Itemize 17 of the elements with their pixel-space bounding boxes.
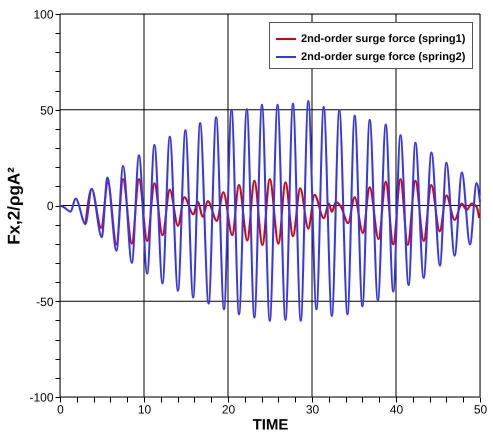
x-axis-title: TIME [252,416,288,434]
y-tick-label: 50 [40,103,54,118]
legend-label: 2nd-order surge force (spring2) [301,51,466,63]
y-tick-label: -50 [36,294,54,309]
line-series [59,100,481,322]
x-tick-label: 0 [57,402,64,416]
y-tick-label: 0 [46,199,54,213]
x-tick-label: 50 [474,402,488,416]
x-tick-label: 40 [390,402,404,416]
line-series [84,178,480,246]
y-axis-title: Fx,2/ρgA² [4,166,24,245]
x-tick-label: 20 [222,402,236,416]
y-tick-label: -100 [29,390,54,404]
x-tick-label: 10 [138,402,152,416]
legend-label: 2nd-order surge force (spring1) [301,33,466,45]
x-tick-label: 30 [306,402,320,416]
y-tick-label: 100 [33,8,54,22]
